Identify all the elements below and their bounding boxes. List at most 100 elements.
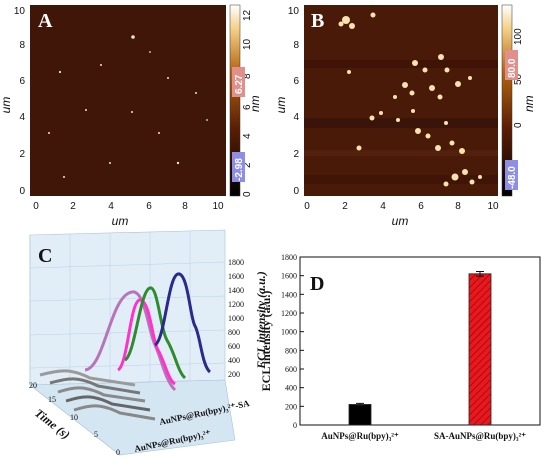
x-tick-labels-d: AuNPs@Ru(bpy)₃²⁺ SA-AuNPs@Ru(bpy)₃²⁺ [321, 431, 526, 441]
y-tick-labels-a: 0 2 4 6 8 10 [14, 6, 26, 197]
bars-d [348, 270, 492, 426]
y-tick-b-6: 6 [293, 76, 299, 87]
x-tick-label-d: SA-AuNPs@Ru(bpy)₃²⁺ [434, 431, 526, 441]
colorbar-unit-b: nm [522, 95, 536, 112]
cb-tick-a-12: 12 [242, 9, 253, 21]
x-axis-label-a: um [112, 214, 129, 228]
panel-letter-b: B [311, 10, 324, 32]
y-tick-label-d: 1200 [281, 309, 297, 318]
error-bar-1 [356, 402, 364, 407]
y-axis-label-a: um [0, 97, 13, 114]
colorbar-unit-a: nm [248, 95, 262, 112]
x-tick-b-2: 2 [342, 201, 348, 212]
cb-tick-a-4: 4 [242, 133, 253, 139]
afm-streaks-b [304, 60, 498, 184]
y-tick-b-2: 2 [293, 149, 299, 160]
colorbar-b [501, 4, 513, 197]
y-ticks-d: 0 200 400 600 800 1000 1200 1400 1600 1800 [281, 253, 304, 430]
x-axis-label-b: um [392, 214, 409, 228]
cb-tick-b-100: 100 [513, 28, 524, 45]
cb-tick-a-2: 2 [242, 162, 253, 168]
afm-image-b [304, 5, 498, 196]
trace-magenta [116, 298, 176, 386]
x-tick-labels-b: 0 2 4 6 8 10 [304, 201, 499, 212]
colorbar-ticks-a: 0 2 4 6 8 10 12 [242, 9, 253, 197]
x-tick-b-0: 0 [304, 201, 310, 212]
panel-d: D 0 200 400 600 800 1000 1200 1400 1600 1800 AuNP… [259, 253, 541, 441]
panel-b: B 0 2 4 6 8 10 0 2 4 6 8 10 um um 0 50 1… [274, 4, 536, 228]
y-tick-label-d: 1400 [281, 290, 297, 299]
afm-image-a [30, 5, 226, 196]
x-tick-a-2: 2 [70, 201, 76, 212]
time-tick-c-10: 10 [70, 413, 78, 422]
y-tick-a-0: 0 [19, 186, 25, 197]
y-tick-labels-b: 0 2 4 6 8 10 [288, 6, 300, 197]
y-tick-a-10: 10 [14, 6, 26, 17]
z-tick-c-800: 800 [228, 328, 240, 337]
afm-particles-b [338, 12, 482, 187]
colorbar-max-b: 80.0 [507, 58, 518, 78]
z-axis-label-c: ECL intensity (a.u.) [254, 271, 268, 370]
cb-tick-a-8: 8 [242, 73, 253, 79]
y-tick-label-d: 1800 [281, 253, 297, 262]
y-tick-a-8: 8 [19, 40, 25, 51]
z-tick-c-200: 200 [228, 370, 240, 379]
trace-gray-1 [39, 369, 136, 387]
cb-tick-b-50: 50 [513, 73, 524, 85]
afm-specks-a [48, 35, 208, 178]
cb-tick-a-10: 10 [242, 38, 253, 50]
colorbar-max-box-a [232, 67, 245, 97]
colorbar-min-box-a [232, 152, 245, 182]
x-tick-a-10: 10 [212, 201, 224, 212]
time-tick-c-0: 0 [116, 448, 120, 457]
y-tick-label-d: 1600 [281, 272, 297, 281]
time-tick-c-15: 15 [48, 395, 56, 404]
y-tick-label-d: 200 [285, 402, 297, 411]
trace-gray-4 [65, 395, 151, 412]
grid-c [29, 231, 226, 384]
panel-letter-a: A [38, 10, 53, 32]
error-bar-2 [476, 270, 484, 277]
z-tick-c-1400: 1400 [228, 286, 244, 295]
x-tick-b-8: 8 [455, 201, 461, 212]
z-tick-c-400: 400 [228, 356, 240, 365]
x-tick-labels-a: 0 2 4 6 8 10 [33, 201, 224, 212]
bar-1 [348, 404, 372, 426]
wall-back-c [29, 229, 226, 386]
colorbar-min-box-b [505, 160, 518, 190]
z-tick-c-600: 600 [228, 342, 240, 351]
trace-green [123, 286, 187, 380]
x-tick-a-8: 8 [182, 201, 188, 212]
z-tick-c-1600: 1600 [228, 272, 244, 281]
colorbar-min-a: -2.98 [234, 158, 245, 181]
y-tick-label-d: 600 [285, 365, 297, 374]
x-tick-label-d: AuNPs@Ru(bpy)₃²⁺ [321, 431, 399, 441]
y-tick-label-d: 800 [285, 346, 297, 355]
y-tick-b-8: 8 [293, 40, 299, 51]
panel-c: C 200 400 600 800 1000 1200 1400 1600 18… [29, 229, 268, 457]
y-tick-a-6: 6 [19, 76, 25, 87]
x-tick-b-10: 10 [487, 201, 499, 212]
cb-tick-a-6: 6 [242, 104, 253, 110]
z-tick-c-1800: 1800 [228, 258, 244, 267]
trace-gray-2 [49, 377, 141, 395]
plot-frame-d [299, 256, 541, 426]
panel-letter-d: D [310, 273, 324, 295]
trace-gray-5 [73, 404, 156, 421]
x-tick-a-6: 6 [146, 201, 152, 212]
x-tick-b-4: 4 [380, 201, 386, 212]
y-tick-b-4: 4 [293, 112, 299, 123]
colorbar-max-box-b [505, 50, 518, 80]
x-tick-b-6: 6 [418, 201, 424, 212]
panel-letter-c: C [38, 245, 52, 267]
panel-a: A 0 2 4 6 8 10 0 2 4 6 8 10 um um 0 2 4 … [0, 4, 262, 228]
y-axis-label-b: um [274, 97, 288, 114]
time-tick-c-5: 5 [94, 430, 98, 439]
trace-gray-3 [57, 386, 146, 403]
colorbar-a [229, 4, 241, 197]
x-tick-a-4: 4 [108, 201, 114, 212]
ecl-traces-c [39, 272, 212, 421]
y-tick-label-d: 0 [293, 421, 297, 430]
z-tick-c-1200: 1200 [228, 300, 244, 309]
